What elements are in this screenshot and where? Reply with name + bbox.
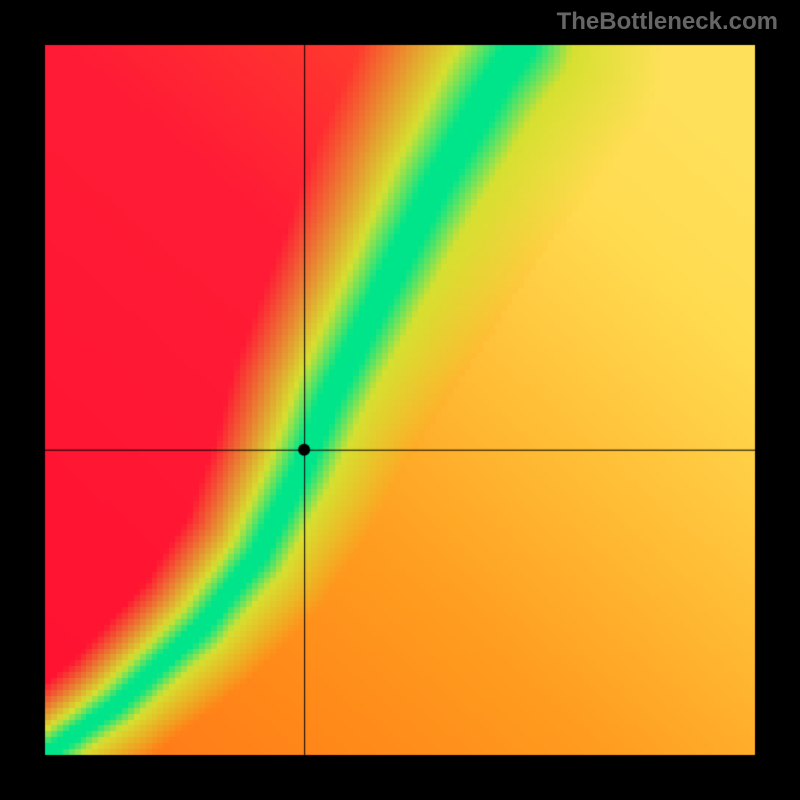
watermark-text: TheBottleneck.com xyxy=(557,8,778,36)
chart-container: { "watermark": { "text": "TheBottleneck.… xyxy=(0,0,800,800)
bottleneck-heatmap xyxy=(0,0,800,800)
